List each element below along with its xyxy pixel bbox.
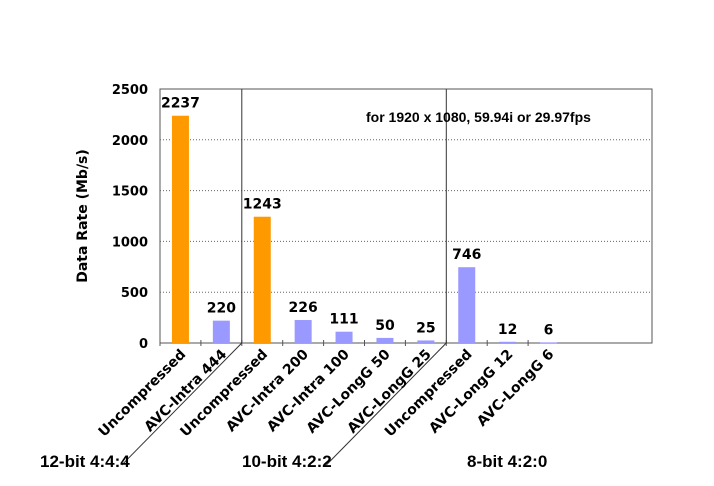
bar — [499, 341, 517, 343]
gridlines — [121, 88, 653, 466]
group-labels: 12-bit 4:4:4 10-bit 4:2:2 8-bit 4:2:0 — [40, 452, 547, 471]
y-tick-label: 2000 — [112, 134, 148, 149]
data-label: 25 — [416, 320, 435, 336]
data-label: 1243 — [243, 197, 282, 213]
y-tick-label: 2500 — [112, 83, 148, 98]
group-divider — [325, 342, 447, 466]
group-label: 12-bit 4:4:4 — [40, 452, 130, 471]
bar — [540, 342, 558, 344]
bar — [212, 320, 230, 343]
data-label: 12 — [498, 322, 517, 338]
data-label: 220 — [207, 301, 236, 317]
bar — [458, 267, 476, 343]
bar — [253, 216, 271, 343]
y-tick-label: 0 — [139, 337, 148, 352]
data-label: 50 — [375, 318, 395, 334]
y-axis-ticks: 0 500 1000 1500 2000 2500 — [112, 83, 148, 352]
bar — [376, 337, 394, 343]
bar — [417, 340, 435, 343]
data-labels: 2237 220 1243 226 111 50 25 746 12 6 — [161, 96, 553, 339]
group-divider — [121, 342, 243, 466]
data-label: 746 — [452, 247, 481, 263]
data-label: 226 — [289, 300, 318, 316]
bar — [294, 320, 312, 343]
data-label: 111 — [329, 312, 358, 328]
chart-annotation: for 1920 x 1080, 59.94i or 29.97fps — [366, 109, 591, 125]
group-label: 10-bit 4:2:2 — [242, 452, 332, 471]
bars — [171, 115, 558, 344]
bar — [335, 331, 353, 343]
group-label: 8-bit 4:2:0 — [467, 452, 547, 471]
y-tick-label: 1000 — [112, 235, 148, 250]
y-tick-label: 1500 — [112, 185, 148, 200]
bar — [171, 115, 189, 344]
plot-frame — [159, 88, 653, 344]
x-tick-label: AVC-LongG 6 — [474, 347, 557, 430]
y-tick-label: 500 — [121, 286, 148, 301]
data-label: 6 — [544, 322, 554, 338]
data-label: 2237 — [161, 96, 200, 112]
y-axis-label: Data Rate (Mb/s) — [75, 149, 91, 283]
